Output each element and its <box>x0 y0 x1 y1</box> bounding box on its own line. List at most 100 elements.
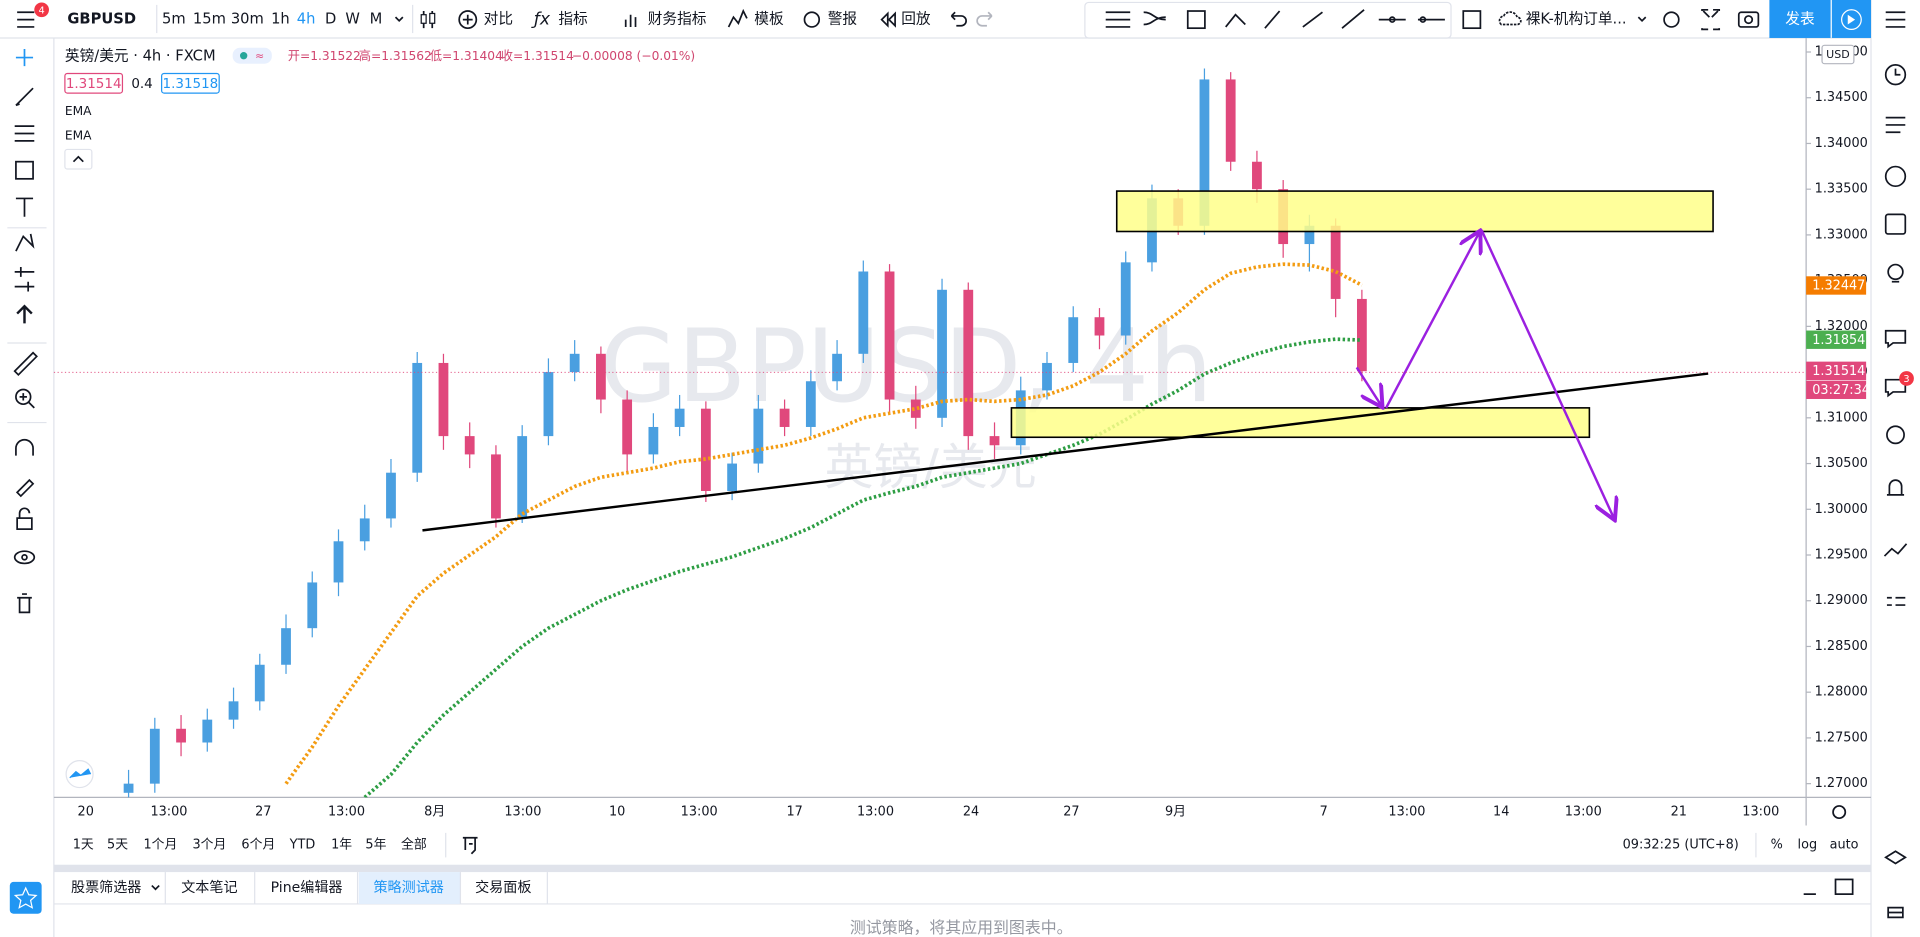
y-tick-label: 1.29500 <box>1815 548 1868 563</box>
currency-box[interactable] <box>1821 44 1855 65</box>
x-tick-label: 13:00 <box>1742 805 1779 820</box>
candle-body <box>596 353 606 400</box>
templates-button[interactable]: 模板 <box>754 10 784 28</box>
candle-body <box>1330 225 1341 299</box>
interval-button[interactable]: M <box>370 11 383 28</box>
compare-button[interactable]: 对比 <box>484 11 513 28</box>
right-sidebar[interactable] <box>1883 11 1908 919</box>
top-toolbar <box>0 0 1920 38</box>
panel-tab[interactable]: 股票筛选器 <box>71 880 141 896</box>
interval-button[interactable]: 1h <box>271 11 290 28</box>
zone-rectangle[interactable] <box>1115 190 1714 233</box>
arrow[interactable] <box>1355 366 1381 405</box>
collapse-button[interactable] <box>64 148 93 170</box>
candle-body <box>884 271 895 400</box>
square-icon[interactable] <box>1462 10 1482 30</box>
spread: 0.4 <box>131 76 152 92</box>
status-pill[interactable] <box>232 47 272 64</box>
chart-type-icon[interactable] <box>420 11 436 29</box>
scale-option[interactable]: auto <box>1830 838 1859 853</box>
drawings <box>422 190 1714 532</box>
interval-button[interactable]: W <box>345 11 360 28</box>
financials-button[interactable]: 财务指标 <box>648 11 707 28</box>
range-button[interactable]: 全部 <box>401 837 427 853</box>
range-button[interactable]: 6个月 <box>241 838 275 853</box>
star-icon <box>13 886 38 909</box>
candle-body <box>1199 79 1210 226</box>
arrow[interactable] <box>1480 229 1614 518</box>
goto-date[interactable] <box>462 836 478 855</box>
range-button[interactable]: 1年 <box>331 838 352 853</box>
candle-body <box>1068 317 1079 363</box>
candle-body <box>779 408 790 427</box>
arrow[interactable] <box>1385 233 1479 409</box>
svg-text:≈: ≈ <box>255 49 264 62</box>
candle-body <box>1042 362 1052 391</box>
maximize[interactable] <box>1834 878 1854 895</box>
legend-value: −0.00008 (−0.01%) <box>572 49 695 63</box>
scale-option[interactable]: % <box>1771 838 1783 853</box>
scale-options: % log auto <box>1771 838 1859 853</box>
interval-button[interactable]: 15m <box>193 11 226 28</box>
range-button[interactable]: 5年 <box>365 838 386 853</box>
menu-button[interactable]: 4 <box>17 2 49 28</box>
range-button[interactable]: 1个月 <box>143 838 177 853</box>
x-tick-label: 13:00 <box>1388 805 1425 820</box>
panel-tab[interactable]: Pine编辑器 <box>271 880 343 896</box>
snapshot[interactable] <box>1737 11 1760 28</box>
range-button[interactable]: 5天 <box>107 838 128 853</box>
panel-tab[interactable]: 策略测试器 <box>373 879 443 896</box>
range-button[interactable]: 3个月 <box>192 838 226 853</box>
caret[interactable] <box>394 16 404 23</box>
candle-body <box>805 381 816 427</box>
undo[interactable] <box>950 11 967 27</box>
candle-body <box>910 399 921 418</box>
candle-body <box>307 582 318 629</box>
ask-box[interactable] <box>161 72 220 94</box>
left-drawing-toolbar[interactable] <box>13 48 38 614</box>
symbol[interactable]: GBPUSD <box>67 11 136 28</box>
caret[interactable] <box>151 884 160 891</box>
axis-settings[interactable] <box>1832 805 1847 820</box>
indicator-legend[interactable]: EMA <box>65 128 92 142</box>
alert-button[interactable]: 警报 <box>828 11 858 28</box>
x-tick-label: 13:00 <box>504 805 541 820</box>
y-tick-label: 1.33500 <box>1815 182 1868 197</box>
badge <box>1899 371 1914 386</box>
range-button[interactable]: YTD <box>289 838 316 853</box>
interval-button[interactable]: D <box>325 11 336 28</box>
legend-value: 低=1.31404 <box>430 49 503 63</box>
candle-body <box>149 728 160 784</box>
legend-value: 高=1.31562 <box>359 48 432 63</box>
candle-body <box>727 463 738 491</box>
layout-name[interactable]: 裸K-机构订单... <box>1526 11 1627 28</box>
redo[interactable] <box>976 11 993 27</box>
publish-label: 发表 <box>1785 11 1815 28</box>
indicator-legend[interactable]: EMA <box>65 104 92 118</box>
favorites-button[interactable] <box>9 881 42 914</box>
interval-group: 5m 15m 30m 1h 4h D W M <box>162 11 382 28</box>
x-tick-label: 24 <box>963 805 979 820</box>
caret[interactable] <box>1637 16 1647 23</box>
drawing-tools[interactable] <box>1105 9 1445 30</box>
settings[interactable] <box>1663 11 1680 28</box>
trend-line[interactable] <box>422 372 1709 532</box>
replay-button[interactable]: 回放 <box>901 11 931 28</box>
scale-option[interactable]: log <box>1798 838 1818 853</box>
candle-body <box>386 472 396 519</box>
panel-tab[interactable]: 交易面板 <box>475 879 531 896</box>
indicators-button[interactable]: 指标 <box>558 11 588 28</box>
range-button[interactable]: 1天 <box>73 838 94 853</box>
publish-button[interactable] <box>1769 0 1831 38</box>
price-tag-label: 1.32447 <box>1812 279 1865 294</box>
panel-tab[interactable]: 文本笔记 <box>181 880 237 896</box>
bid-box[interactable] <box>64 72 124 94</box>
y-tick-label: 1.32000 <box>1815 319 1868 334</box>
x-tick-label: 7 <box>1320 805 1328 820</box>
fullscreen[interactable] <box>1701 8 1721 31</box>
candle-body <box>491 454 501 519</box>
interval-button[interactable]: 5m <box>162 11 186 28</box>
interval-button[interactable]: 4h <box>297 11 316 28</box>
interval-button[interactable]: 30m <box>231 11 264 28</box>
candle-body <box>1252 161 1262 190</box>
